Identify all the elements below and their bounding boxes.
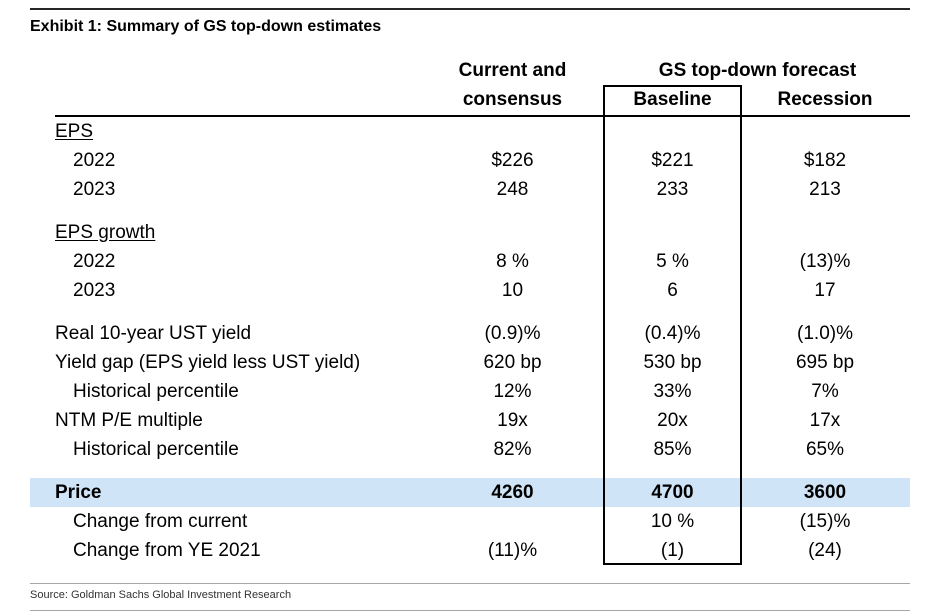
cell-recession: (24) [808,540,842,561]
exhibit-title: Exhibit 1: Summary of GS top-down estima… [30,18,382,35]
table-row: 2022 8 % 5 % (13)% [30,247,910,276]
cell-baseline: 85% [653,439,692,460]
cell-baseline: (1) [660,540,685,561]
header-group-label: GS top-down forecast [658,60,857,81]
cell-baseline: (0.4)% [644,323,701,344]
row-label: Change from YE 2021 [73,540,261,561]
cell-baseline: 10 % [650,511,695,532]
row-label: 2022 [73,150,116,171]
cell-recession: 213 [809,179,841,200]
header-current-line1: Current and [458,60,567,81]
header-row-2: consensus Baseline Recession [30,85,910,115]
cell-current [420,507,605,536]
cell-baseline: 20x [657,410,688,431]
cell-current: 82% [493,439,532,460]
price-row: Price 4260 4700 3600 [30,478,910,507]
header-row-1: Current and GS top-down forecast [30,56,910,85]
row-label: Price [55,482,102,503]
cell-current: 4260 [491,482,534,503]
source-note: Source: Goldman Sachs Global Investment … [30,589,292,601]
row-spacer [30,204,910,218]
cell-recession: $182 [803,150,847,171]
row-label: Yield gap (EPS yield less UST yield) [55,352,361,373]
cell-recession: (1.0)% [797,323,853,344]
cell-recession: 3600 [803,482,847,503]
cell-current: 19x [497,410,528,431]
cell-recession: 695 bp [795,352,855,373]
cell-baseline: 530 bp [643,352,702,373]
cell-current: (0.9)% [484,323,541,344]
table-row: Change from YE 2021 (11)% (1) (24) [30,536,910,565]
table-row: Historical percentile 82% 85% 65% [30,435,910,464]
cell-baseline: 33% [653,381,692,402]
cell-current: 10 [501,280,524,301]
cell-current: 8 % [496,251,529,272]
cell-baseline: 233 [656,179,689,200]
cell-baseline: $221 [651,150,694,171]
row-label: 2022 [73,251,116,272]
cell-baseline: 6 [667,280,678,301]
table-rows: EPS 2022 $226 $221 $182 2023 248 233 213 EPS grow… [30,117,910,565]
top-rule [30,8,910,10]
cell-recession: 17 [814,280,836,301]
row-label: EPS [55,121,94,142]
cell-current: $226 [491,150,534,171]
cell-current: (11)% [487,540,538,561]
cell-recession: (13)% [799,251,851,272]
cell-current: 248 [496,179,529,200]
cell-baseline: 4700 [651,482,694,503]
source-rule-top [30,583,910,584]
header-spacer [30,56,420,85]
table-row: 2022 $226 $221 $182 [30,146,910,175]
estimates-table: Current and GS top-down forecast consens… [30,56,910,565]
header-recession: Recession [777,89,873,110]
row-label: 2023 [73,280,116,301]
row-label: Historical percentile [73,381,239,402]
header-current-line2: consensus [462,89,563,110]
cell-recession: (15)% [799,511,851,532]
table-row: Historical percentile 12% 33% 7% [30,377,910,406]
cell-recession: 17x [809,410,841,431]
header-underline [55,115,910,117]
table-row: Real 10-year UST yield (0.9)% (0.4)% (1.0)% [30,319,910,348]
cell-current: 12% [493,381,532,402]
table-row: 2023 10 6 17 [30,276,910,305]
row-label: Real 10-year UST yield [55,323,252,344]
cell-recession: 7% [811,381,839,402]
cell-baseline: 5 % [656,251,689,272]
table-row: Change from current 10 % (15)% [30,507,910,536]
source-rule-bottom [30,610,910,611]
table-row: 2023 248 233 213 [30,175,910,204]
row-label: EPS growth [55,222,156,243]
row-label: NTM P/E multiple [55,410,203,431]
table-row: NTM P/E multiple 19x 20x 17x [30,406,910,435]
section-row: EPS [30,117,910,146]
row-label: 2023 [73,179,116,200]
row-spacer [30,464,910,478]
row-spacer [30,305,910,319]
row-label: Historical percentile [73,439,239,460]
header-baseline: Baseline [633,89,712,110]
cell-recession: 65% [805,439,845,460]
header-spacer-2 [30,85,420,115]
table-row: Yield gap (EPS yield less UST yield) 620 … [30,348,910,377]
cell-current: 620 bp [483,352,542,373]
row-label: Change from current [73,511,248,532]
section-row: EPS growth [30,218,910,247]
